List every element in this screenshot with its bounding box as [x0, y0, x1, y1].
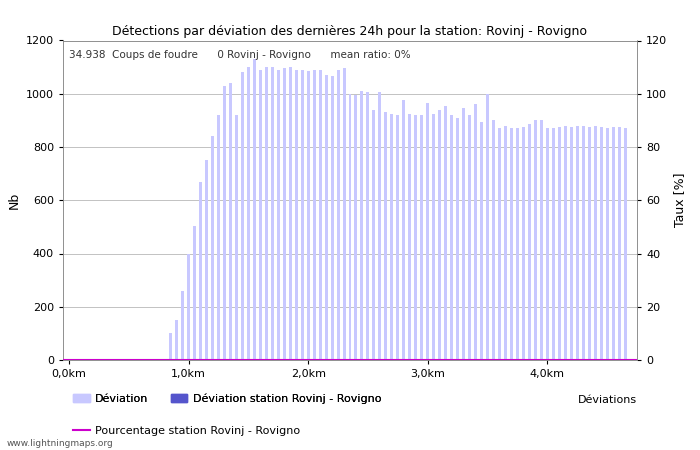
Bar — [624, 128, 626, 360]
Bar — [468, 115, 471, 360]
Bar — [617, 127, 621, 360]
Bar — [229, 83, 232, 360]
Bar — [187, 253, 190, 360]
Text: www.lightningmaps.org: www.lightningmaps.org — [7, 439, 113, 448]
Bar — [337, 70, 340, 360]
Bar — [223, 86, 226, 360]
Bar — [474, 104, 477, 360]
Bar — [462, 108, 465, 360]
Bar — [325, 75, 328, 360]
Bar — [307, 71, 309, 360]
Bar — [276, 70, 280, 360]
Bar — [450, 115, 453, 360]
Bar — [534, 120, 537, 360]
Bar — [546, 128, 549, 360]
Bar — [366, 92, 370, 360]
Bar — [379, 92, 382, 360]
Bar — [594, 126, 596, 360]
Bar — [330, 76, 334, 360]
Bar — [402, 100, 405, 360]
Bar — [211, 136, 214, 360]
Bar — [582, 126, 584, 360]
Title: Détections par déviation des dernières 24h pour la station: Rovinj - Rovigno: Détections par déviation des dernières 2… — [113, 25, 587, 38]
Bar — [510, 128, 513, 360]
Bar — [504, 126, 507, 360]
Y-axis label: Nb: Nb — [7, 192, 20, 209]
Bar — [408, 114, 412, 360]
Bar — [498, 128, 501, 360]
Legend: Déviation, Déviation station Rovinj - Rovigno: Déviation, Déviation station Rovinj - Ro… — [69, 389, 386, 409]
Y-axis label: Taux [%]: Taux [%] — [673, 173, 686, 228]
Bar — [528, 124, 531, 360]
Bar — [444, 106, 447, 360]
Bar — [313, 70, 316, 360]
Bar — [181, 291, 184, 360]
Bar — [259, 70, 262, 360]
Bar — [570, 127, 573, 360]
Bar — [540, 120, 542, 360]
Bar — [414, 115, 417, 360]
Bar — [600, 127, 603, 360]
Bar — [175, 320, 178, 360]
Bar — [205, 160, 208, 360]
Bar — [391, 114, 393, 360]
Bar — [552, 128, 555, 360]
Bar — [432, 114, 435, 360]
Bar — [516, 128, 519, 360]
Bar — [193, 225, 196, 360]
Bar — [265, 67, 268, 360]
Bar — [354, 95, 358, 360]
Bar — [349, 94, 351, 360]
Bar — [606, 128, 608, 360]
Bar — [438, 110, 441, 360]
Bar — [612, 127, 615, 360]
Bar — [318, 70, 321, 360]
Bar — [247, 67, 250, 360]
Bar — [426, 103, 429, 360]
Text: 34.938  Coups de foudre      0 Rovinj - Rovigno      mean ratio: 0%: 34.938 Coups de foudre 0 Rovinj - Rovign… — [69, 50, 410, 60]
Bar — [396, 115, 399, 360]
Bar — [169, 333, 172, 360]
Bar — [588, 127, 591, 360]
Bar — [288, 67, 292, 360]
Text: Déviations: Déviations — [578, 395, 637, 405]
Bar — [384, 112, 387, 360]
Bar — [271, 67, 274, 360]
Legend: Pourcentage station Rovinj - Rovigno: Pourcentage station Rovinj - Rovigno — [69, 421, 304, 440]
Bar — [575, 126, 579, 360]
Bar — [372, 110, 375, 360]
Bar — [199, 182, 202, 360]
Bar — [558, 127, 561, 360]
Bar — [301, 70, 304, 360]
Bar — [564, 126, 567, 360]
Bar — [235, 115, 238, 360]
Bar — [420, 115, 424, 360]
Bar — [456, 118, 459, 360]
Bar — [522, 127, 525, 360]
Bar — [342, 68, 346, 360]
Bar — [241, 72, 244, 360]
Bar — [217, 115, 220, 360]
Bar — [360, 91, 363, 360]
Bar — [486, 94, 489, 360]
Bar — [492, 120, 495, 360]
Bar — [283, 68, 286, 360]
Bar — [295, 70, 298, 360]
Bar — [253, 59, 256, 360]
Bar — [480, 122, 483, 360]
